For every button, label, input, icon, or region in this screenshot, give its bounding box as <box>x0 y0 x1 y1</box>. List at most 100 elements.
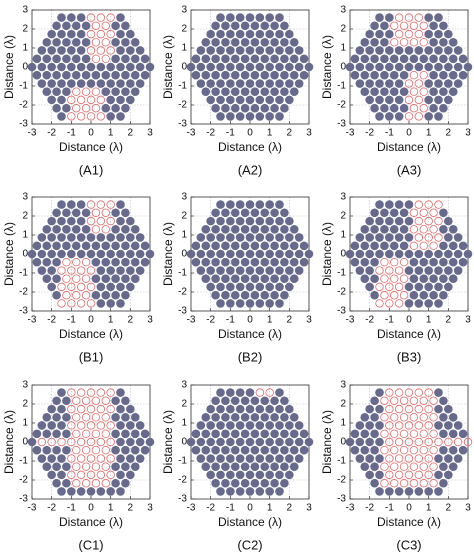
element-on <box>380 70 389 80</box>
element-off <box>409 445 419 455</box>
element-on <box>424 79 433 88</box>
element-on <box>250 429 260 439</box>
element-off <box>86 454 96 463</box>
element-off <box>57 266 66 275</box>
element-on <box>285 62 294 72</box>
element-on <box>255 404 265 414</box>
element-on <box>106 282 115 292</box>
x-tick-label: 2 <box>128 503 134 514</box>
element-on <box>211 225 220 234</box>
element-on <box>111 241 120 251</box>
element-off <box>76 437 86 447</box>
element-on <box>260 413 270 422</box>
element-on <box>289 462 299 472</box>
element-off <box>76 266 86 275</box>
element-on <box>201 429 211 439</box>
element-on <box>414 282 424 292</box>
element-on <box>289 241 299 251</box>
x-tick-label: 0 <box>406 503 412 514</box>
element-on <box>265 216 274 226</box>
element-off <box>96 216 106 226</box>
element-on <box>67 487 76 496</box>
element-on <box>265 200 274 209</box>
element-on <box>270 38 279 47</box>
element-on <box>260 462 270 472</box>
element-on <box>255 454 265 463</box>
element-on <box>101 290 111 300</box>
element-on <box>365 470 374 480</box>
element-on <box>370 241 379 251</box>
x-tick-label: -1 <box>226 315 235 326</box>
element-on <box>385 13 394 22</box>
element-off <box>96 454 106 463</box>
y-tick-label: -2 <box>19 287 28 298</box>
element-on <box>52 103 61 113</box>
element-off <box>37 437 47 447</box>
x-axis-label: Distance (λ) <box>377 140 441 154</box>
element-on <box>206 404 215 414</box>
element-off <box>429 462 438 471</box>
element-on <box>121 54 130 64</box>
element-on <box>260 274 270 284</box>
element-on <box>221 445 230 455</box>
element-off <box>96 46 106 55</box>
element-on <box>275 62 284 72</box>
x-tick-label: 2 <box>287 128 293 139</box>
element-off <box>81 104 91 113</box>
element-on <box>270 445 279 455</box>
element-on <box>365 249 374 259</box>
y-tick-label: -2 <box>19 475 28 486</box>
element-off <box>380 429 389 439</box>
element-off <box>67 470 76 480</box>
element-on <box>453 233 463 242</box>
element-on <box>216 112 225 121</box>
element-on <box>429 70 438 80</box>
element-on <box>47 266 56 275</box>
element-on <box>375 29 384 39</box>
element-on <box>47 421 56 430</box>
element-on <box>280 225 289 234</box>
y-tick-label: -3 <box>337 306 346 317</box>
element-on <box>285 46 294 55</box>
element-on <box>47 95 56 105</box>
element-on <box>86 62 96 72</box>
element-on <box>370 257 379 267</box>
element-on <box>216 299 225 308</box>
element-off <box>414 470 424 480</box>
element-on <box>211 290 220 300</box>
element-on <box>62 21 71 31</box>
element-on <box>221 208 230 218</box>
element-on <box>62 478 71 488</box>
element-on <box>399 103 409 113</box>
y-tick-label: 0 <box>340 62 346 73</box>
element-on <box>47 470 56 480</box>
element-on <box>86 249 96 259</box>
element-on <box>71 225 81 234</box>
x-tick-label: -1 <box>385 315 394 326</box>
element-off <box>394 454 404 463</box>
element-on <box>265 421 274 430</box>
element-on <box>106 95 115 105</box>
element-on <box>453 454 463 463</box>
element-on <box>448 70 458 80</box>
element-on <box>76 487 86 496</box>
element-on <box>439 208 448 218</box>
element-on <box>211 445 220 455</box>
element-on <box>260 290 270 300</box>
element-on <box>280 478 289 488</box>
element-on <box>121 462 130 472</box>
x-axis-label: Distance (λ) <box>59 327 123 341</box>
element-on <box>62 396 71 406</box>
y-tick-label: -2 <box>19 100 28 111</box>
element-on <box>52 478 61 488</box>
element-on <box>448 225 458 234</box>
element-off <box>404 95 414 105</box>
element-off <box>394 421 404 430</box>
element-on <box>116 404 125 414</box>
element-on <box>255 249 265 259</box>
element-off <box>414 437 424 447</box>
element-on <box>52 290 61 300</box>
element-on <box>448 241 458 251</box>
element-on <box>42 38 52 47</box>
element-off <box>86 112 96 121</box>
